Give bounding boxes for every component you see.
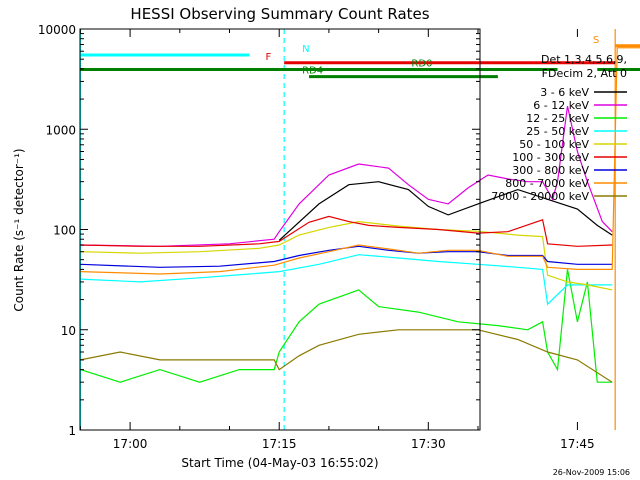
- series-5-line-0: [80, 215, 613, 247]
- x-tick-label-1: 17:15: [262, 437, 297, 451]
- series-0-line-0: [278, 181, 613, 241]
- y-tick-label-2: 100: [53, 224, 76, 238]
- series-8-line-0: [80, 329, 613, 383]
- axes: 17:0017:1517:3017:4518:0018:1518:3011010…: [38, 23, 595, 451]
- flag-bars: N S F RD0 RD4: [80, 35, 640, 79]
- y-tick-label-3: 1000: [45, 123, 76, 137]
- flag-label-3: RD0: [411, 58, 432, 69]
- flag-label-0: N: [302, 44, 309, 55]
- legend-label-2: 12 - 25 keV: [526, 112, 589, 125]
- series-2-line-0: [80, 269, 613, 383]
- flag-label-4: RD4: [302, 66, 323, 77]
- series-7-line-0: [80, 47, 640, 275]
- x-tick-label-2: 17:30: [411, 437, 446, 451]
- flag-label-2: F: [265, 52, 271, 63]
- y-tick-label-0: 1: [68, 424, 76, 438]
- x-tick-label-3: 17:45: [560, 437, 595, 451]
- legend-label-6: 300 - 800 keV: [512, 164, 589, 177]
- y-tick-label-1: 10: [61, 324, 76, 338]
- series-6-line-0: [80, 245, 613, 268]
- y-axis-label: Count Rate (s⁻¹ detector⁻¹): [12, 148, 26, 311]
- chart-title: HESSI Observing Summary Count Rates: [130, 5, 429, 23]
- series-4-line-0: [80, 220, 613, 291]
- y-tick-label-4: 10000: [38, 23, 76, 37]
- legend-header-line-2: FDecim 2, Att 0: [542, 67, 627, 80]
- legend-label-5: 100 - 300 keV: [512, 151, 589, 164]
- flag-label-1: S: [593, 35, 599, 46]
- plot-lines: [79, 29, 640, 430]
- x-tick-label-0: 17:00: [113, 437, 148, 451]
- legend-label-0: 3 - 6 keV: [540, 86, 589, 99]
- series-3-line-0: [80, 254, 613, 306]
- legend-label-1: 6 - 12 keV: [533, 99, 589, 112]
- legend: Det 1,3,4,5,6,9, FDecim 2, Att 0 3 - 6 k…: [491, 53, 627, 203]
- x-axis-label: Start Time (04-May-03 16:55:02): [181, 456, 378, 470]
- legend-label-4: 50 - 100 keV: [519, 138, 589, 151]
- legend-label-7: 800 - 7000 keV: [505, 177, 589, 190]
- plot-frame: [79, 28, 481, 431]
- legend-header-line-1: Det 1,3,4,5,6,9,: [541, 53, 627, 66]
- series-1-line-0: [80, 105, 613, 247]
- legend-label-3: 25 - 50 keV: [526, 125, 589, 138]
- legend-label-8: 7000 - 20000 keV: [491, 190, 589, 203]
- footer-date: 26-Nov-2009 15:06: [553, 468, 630, 477]
